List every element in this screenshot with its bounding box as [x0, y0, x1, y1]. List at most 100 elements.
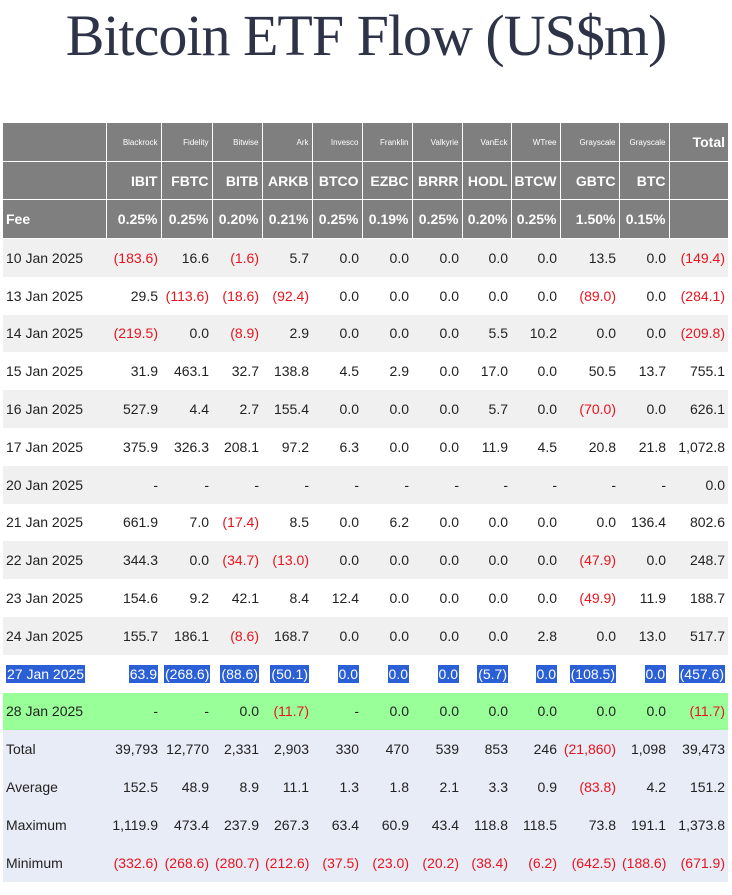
- flow-cell[interactable]: 0.0: [511, 692, 560, 731]
- flow-cell[interactable]: 8.5: [262, 503, 312, 542]
- flow-cell[interactable]: 11.9: [462, 427, 511, 466]
- row-date[interactable]: 27 Jan 2025: [3, 654, 106, 693]
- flow-cell[interactable]: 0.0: [619, 276, 669, 315]
- flow-cell[interactable]: -: [412, 465, 462, 504]
- flow-cell[interactable]: 0.0: [161, 541, 212, 580]
- flow-cell[interactable]: 463.1: [161, 352, 212, 391]
- flow-cell[interactable]: 0.0: [511, 579, 560, 617]
- flow-cell[interactable]: 0.0: [312, 503, 362, 542]
- table-row[interactable]: 15 Jan 2025 31.9 463.1 32.7 138.8 4.5 2.9 0.0 17…: [3, 352, 728, 391]
- flow-cell[interactable]: 0.0: [362, 390, 412, 428]
- table-row[interactable]: 13 Jan 2025 29.5 (113.6) (18.6) (92.4) 0.0 0.0…: [3, 276, 728, 315]
- row-total[interactable]: (457.6): [669, 654, 728, 693]
- flow-cell[interactable]: 0.0: [619, 654, 669, 693]
- row-date[interactable]: 22 Jan 2025: [3, 541, 106, 580]
- flow-cell[interactable]: (268.6): [161, 654, 212, 693]
- flow-cell[interactable]: (113.6): [161, 276, 212, 315]
- row-date[interactable]: 14 Jan 2025: [3, 314, 106, 353]
- flow-cell[interactable]: (34.7): [212, 541, 262, 580]
- flow-cell[interactable]: 0.0: [511, 352, 560, 391]
- flow-cell[interactable]: 0.0: [511, 541, 560, 580]
- flow-cell[interactable]: -: [161, 465, 212, 504]
- flow-cell[interactable]: -: [106, 465, 161, 504]
- flow-cell[interactable]: 12.4: [312, 579, 362, 617]
- row-total[interactable]: (209.8): [669, 314, 728, 353]
- flow-cell[interactable]: 20.8: [560, 427, 619, 466]
- flow-cell[interactable]: 527.9: [106, 390, 161, 428]
- row-date[interactable]: 21 Jan 2025: [3, 503, 106, 542]
- table-row[interactable]: 27 Jan 2025 63.9 (268.6) (88.6) (50.1) 0.0 0.0…: [3, 654, 728, 693]
- flow-cell[interactable]: (49.9): [560, 579, 619, 617]
- flow-cell[interactable]: (13.0): [262, 541, 312, 580]
- flow-cell[interactable]: 0.0: [560, 314, 619, 353]
- flow-cell[interactable]: 0.0: [161, 314, 212, 353]
- flow-cell[interactable]: 5.7: [262, 238, 312, 277]
- flow-cell[interactable]: 0.0: [312, 314, 362, 353]
- flow-cell[interactable]: 0.0: [511, 238, 560, 277]
- flow-cell[interactable]: 0.0: [619, 541, 669, 580]
- flow-cell[interactable]: -: [262, 465, 312, 504]
- flow-cell[interactable]: -: [312, 692, 362, 731]
- flow-cell[interactable]: 0.0: [312, 238, 362, 277]
- flow-cell[interactable]: 9.2: [161, 579, 212, 617]
- flow-cell[interactable]: (70.0): [560, 390, 619, 428]
- row-total[interactable]: 1,072.8: [669, 427, 728, 466]
- flow-cell[interactable]: 0.0: [560, 616, 619, 655]
- flow-cell[interactable]: 0.0: [412, 238, 462, 277]
- flow-cell[interactable]: 8.4: [262, 579, 312, 617]
- row-total[interactable]: (11.7): [669, 692, 728, 731]
- flow-cell[interactable]: 42.1: [212, 579, 262, 617]
- flow-cell[interactable]: 5.5: [462, 314, 511, 353]
- flow-cell[interactable]: 0.0: [412, 503, 462, 542]
- flow-cell[interactable]: (17.4): [212, 503, 262, 542]
- flow-cell[interactable]: (92.4): [262, 276, 312, 315]
- flow-cell[interactable]: 0.0: [412, 352, 462, 391]
- flow-cell[interactable]: 0.0: [362, 654, 412, 693]
- flow-cell[interactable]: (219.5): [106, 314, 161, 353]
- flow-cell[interactable]: (8.6): [212, 616, 262, 655]
- table-row[interactable]: 22 Jan 2025 344.3 0.0 (34.7) (13.0) 0.0 0.0 0.0…: [3, 541, 728, 580]
- flow-cell[interactable]: 0.0: [619, 238, 669, 277]
- flow-cell[interactable]: (8.9): [212, 314, 262, 353]
- flow-cell[interactable]: 0.0: [412, 616, 462, 655]
- flow-cell[interactable]: 29.5: [106, 276, 161, 315]
- flow-cell[interactable]: 2.9: [262, 314, 312, 353]
- flow-cell[interactable]: (18.6): [212, 276, 262, 315]
- flow-cell[interactable]: 0.0: [462, 276, 511, 315]
- flow-cell[interactable]: 13.5: [560, 238, 619, 277]
- flow-cell[interactable]: 661.9: [106, 503, 161, 542]
- flow-cell[interactable]: (108.5): [560, 654, 619, 693]
- flow-cell[interactable]: 0.0: [412, 390, 462, 428]
- table-row[interactable]: 23 Jan 2025 154.6 9.2 42.1 8.4 12.4 0.0 0.0 0.0 0…: [3, 579, 728, 617]
- row-total[interactable]: 0.0: [669, 465, 728, 504]
- flow-cell[interactable]: 0.0: [312, 276, 362, 315]
- flow-cell[interactable]: 32.7: [212, 352, 262, 391]
- row-date[interactable]: 20 Jan 2025: [3, 465, 106, 504]
- flow-cell[interactable]: 31.9: [106, 352, 161, 391]
- flow-cell[interactable]: 0.0: [362, 238, 412, 277]
- flow-cell[interactable]: (50.1): [262, 654, 312, 693]
- table-row[interactable]: 21 Jan 2025 661.9 7.0 (17.4) 8.5 0.0 6.2 0.0 0.0…: [3, 503, 728, 542]
- flow-cell[interactable]: 2.7: [212, 390, 262, 428]
- flow-cell[interactable]: (1.6): [212, 238, 262, 277]
- flow-cell[interactable]: 0.0: [619, 390, 669, 428]
- flow-cell[interactable]: 0.0: [362, 692, 412, 731]
- flow-cell[interactable]: 0.0: [362, 427, 412, 466]
- flow-cell[interactable]: 168.7: [262, 616, 312, 655]
- table-row[interactable]: 17 Jan 2025 375.9 326.3 208.1 97.2 6.3 0.0 0.0 1…: [3, 427, 728, 466]
- row-date[interactable]: 15 Jan 2025: [3, 352, 106, 391]
- flow-cell[interactable]: 2.9: [362, 352, 412, 391]
- row-date[interactable]: 17 Jan 2025: [3, 427, 106, 466]
- flow-cell[interactable]: -: [619, 465, 669, 504]
- flow-cell[interactable]: 0.0: [412, 427, 462, 466]
- flow-cell[interactable]: 13.7: [619, 352, 669, 391]
- flow-cell[interactable]: 0.0: [212, 692, 262, 731]
- flow-cell[interactable]: 0.0: [412, 579, 462, 617]
- flow-cell[interactable]: 11.9: [619, 579, 669, 617]
- flow-cell[interactable]: 50.5: [560, 352, 619, 391]
- row-total[interactable]: 517.7: [669, 616, 728, 655]
- flow-cell[interactable]: 0.0: [462, 238, 511, 277]
- table-row[interactable]: 16 Jan 2025 527.9 4.4 2.7 155.4 0.0 0.0 0.0 5.7 0…: [3, 390, 728, 428]
- flow-cell[interactable]: (88.6): [212, 654, 262, 693]
- flow-cell[interactable]: 0.0: [312, 541, 362, 580]
